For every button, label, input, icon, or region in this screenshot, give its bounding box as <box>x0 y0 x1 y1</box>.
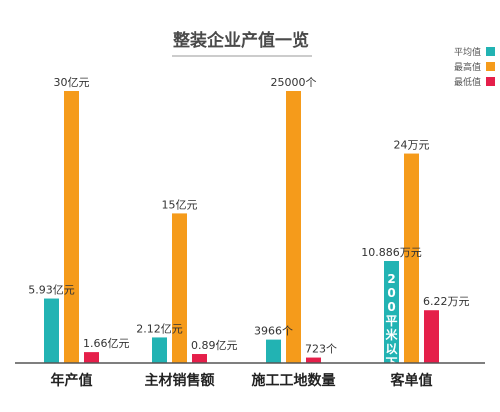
category-label: 年产值 <box>51 372 93 389</box>
data-label: 2.12亿元 <box>136 322 183 335</box>
bar <box>384 261 399 363</box>
chart-title: 整装企业产值一览 <box>173 30 309 51</box>
legend-label: 平均值 <box>454 46 481 58</box>
legend-swatch <box>486 47 495 56</box>
category-labels: 年产值 主材销售额 施工工地数量 客单值 <box>51 372 433 389</box>
bar <box>266 339 281 363</box>
bar <box>44 298 59 363</box>
bar <box>84 352 99 363</box>
data-label: 0.89亿元 <box>191 339 238 352</box>
value-labels: 5.93亿元 30亿元 1.66亿元 2.12亿元 15亿元 0.89亿元 3966个 250… <box>28 76 469 370</box>
legend-label: 最高值 <box>454 61 481 73</box>
legend-swatch <box>486 77 495 86</box>
data-label: 6.22万元 <box>423 295 470 308</box>
bar <box>64 91 79 363</box>
data-label: 30亿元 <box>54 76 90 89</box>
bar <box>172 213 187 363</box>
data-label: 24万元 <box>394 139 430 152</box>
bar <box>306 357 321 363</box>
data-label: 5.93亿元 <box>28 284 75 297</box>
data-label: 3966个 <box>254 325 293 338</box>
bars <box>44 91 439 363</box>
category-label: 主材销售额 <box>145 372 215 389</box>
bar <box>192 354 207 363</box>
bar <box>404 153 419 363</box>
bar <box>152 337 167 363</box>
legend-label: 最低值 <box>454 76 481 88</box>
data-label: 10.886万元 <box>361 246 422 259</box>
data-label: 723个 <box>305 343 337 356</box>
category-label: 客单值 <box>390 372 433 389</box>
data-label: 15亿元 <box>162 198 198 211</box>
category-label: 施工工地数量 <box>252 372 336 389</box>
data-label: 1.66亿元 <box>83 337 130 350</box>
bar <box>286 91 301 363</box>
legend-swatch <box>486 62 495 71</box>
data-label: 25000个 <box>271 76 317 89</box>
bar <box>424 310 439 363</box>
bar-annotation: 2 0 0 平米以下 <box>385 272 398 370</box>
